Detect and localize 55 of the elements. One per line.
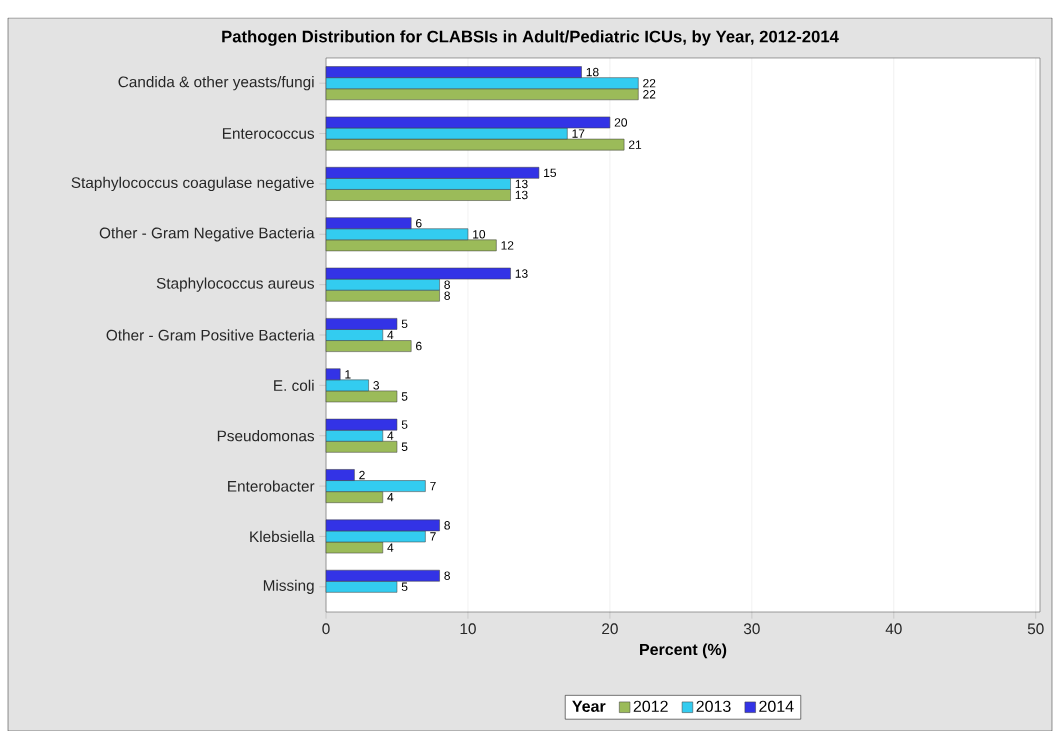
data-label: 2 [359, 470, 365, 480]
data-label: 1 [345, 370, 351, 379]
data-label: 6 [416, 341, 422, 351]
legend-label: 2012 [633, 700, 668, 712]
data-label: 8 [444, 280, 450, 289]
legend-label: 2014 [759, 700, 794, 712]
y-tick-label: Other - Gram Positive Bacteria [106, 329, 315, 341]
data-label: 5 [401, 442, 408, 451]
x-tick-label: 10 [460, 623, 476, 635]
data-label: 12 [501, 241, 514, 250]
data-label: 13 [515, 190, 528, 200]
data-label: 20 [614, 118, 628, 127]
data-label: 7 [430, 481, 436, 491]
data-label: 5 [401, 420, 408, 429]
data-label: 5 [401, 582, 408, 591]
x-tick-label: 40 [885, 623, 902, 635]
y-tick-label: Candida & other yeasts/fungi [118, 75, 314, 91]
y-tick-label: Missing [263, 579, 314, 594]
data-label: 8 [444, 291, 450, 300]
x-axis-title: Percent (%) [640, 643, 727, 659]
data-label: 22 [643, 89, 656, 99]
x-tick-label: 30 [743, 623, 760, 635]
data-label: 18 [586, 67, 599, 77]
data-label: 4 [387, 431, 394, 440]
data-label: 6 [416, 218, 422, 228]
data-label: 7 [430, 532, 436, 541]
legend-title: Year [572, 700, 606, 712]
y-tick-label: E. coli [274, 379, 314, 391]
x-tick-label: 20 [602, 623, 618, 635]
x-tick-label: 0 [322, 623, 330, 635]
y-tick-label: Staphylococcus coagulase negative [71, 176, 314, 191]
data-label: 4 [387, 492, 394, 502]
y-tick-label: Staphylococcus aureus [156, 277, 315, 292]
data-label: 22 [643, 78, 656, 88]
y-tick-label: Other - Gram Negative Bacteria [99, 227, 315, 242]
y-tick-label: Enterobacter [228, 480, 315, 492]
data-label: 8 [444, 571, 450, 580]
y-tick-label: Enterococcus [222, 128, 315, 139]
chart-title: Pathogen Distribution for CLABSIs in Adult/Pediatric ICUs, by Year, 2012-2014 [222, 30, 839, 46]
data-label: 21 [628, 140, 642, 149]
x-tick-label: 50 [1027, 623, 1044, 635]
y-tick-label: Pseudomonas [217, 429, 315, 442]
data-label: 4 [387, 330, 394, 339]
data-label: 5 [401, 392, 408, 401]
data-label: 13 [515, 179, 528, 189]
data-label: 4 [387, 543, 394, 552]
data-label: 3 [373, 380, 379, 390]
data-label: 10 [473, 229, 486, 239]
data-label: 5 [401, 319, 408, 328]
legend-label: 2013 [696, 700, 731, 712]
y-tick-label: Klebsiella [250, 530, 315, 542]
data-label: 17 [572, 129, 585, 138]
data-label: 13 [515, 269, 528, 278]
data-label: 8 [444, 520, 450, 530]
data-label: 15 [544, 168, 557, 177]
